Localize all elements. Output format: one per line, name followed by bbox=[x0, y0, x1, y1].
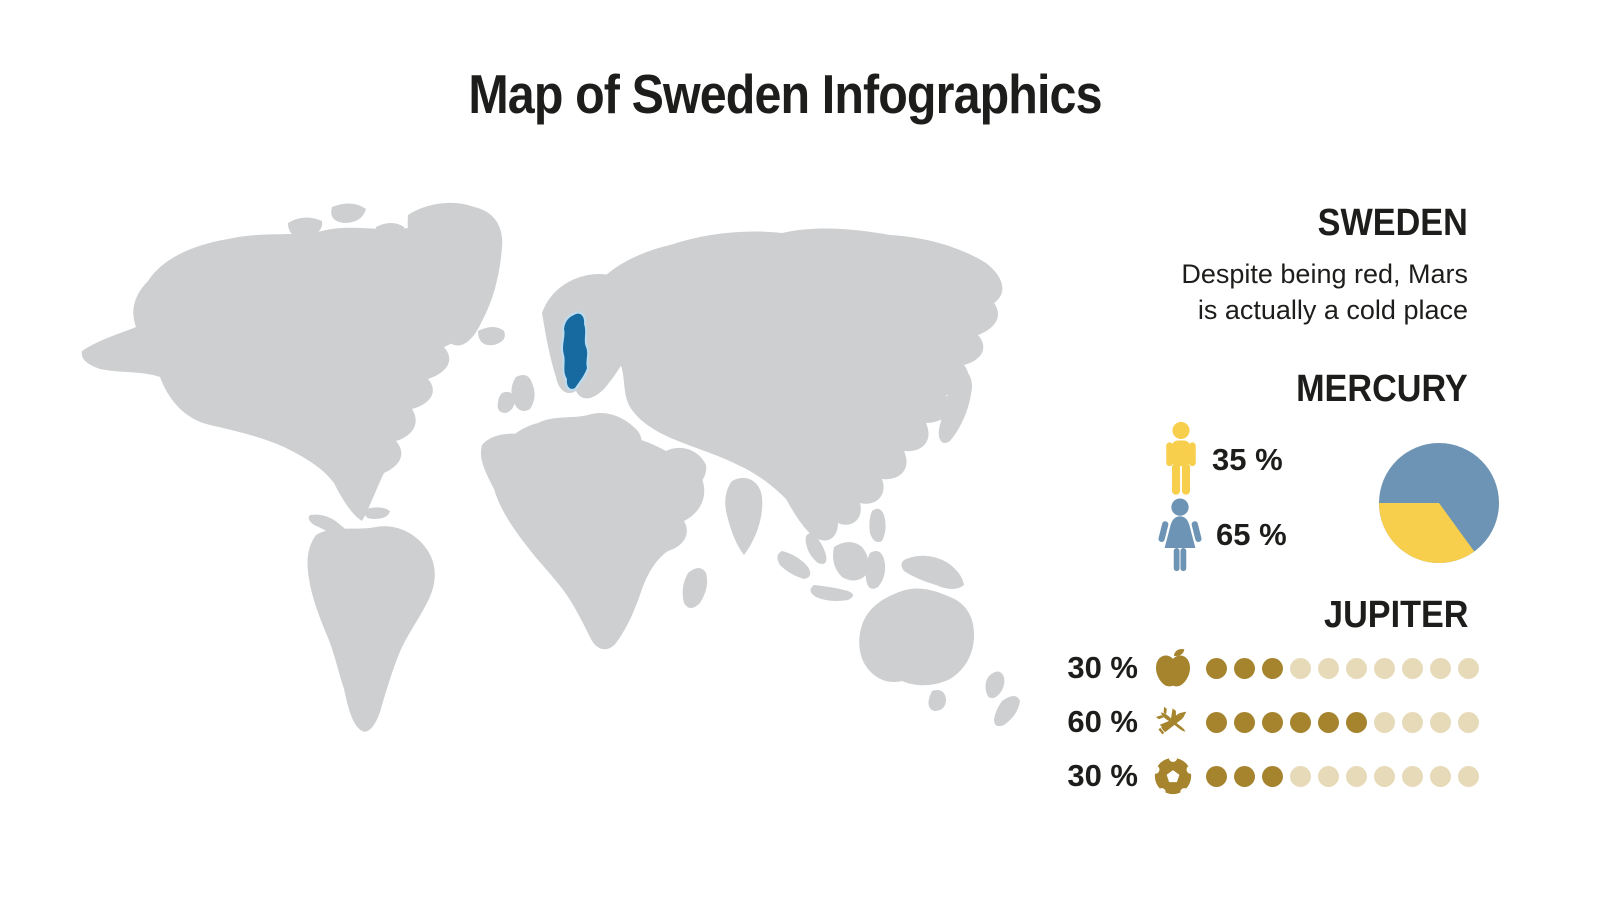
dot bbox=[1458, 711, 1479, 733]
dot bbox=[1262, 711, 1283, 733]
dot bbox=[1374, 711, 1395, 733]
sweden-description: Despite being red, Mars is actually a co… bbox=[1181, 256, 1468, 328]
male-percentage-label: 35 % bbox=[1212, 442, 1283, 477]
jupiter-row-football: 30 % bbox=[1066, 754, 1479, 798]
arctic-island bbox=[375, 223, 404, 241]
dot bbox=[1430, 765, 1451, 787]
continent-africa bbox=[480, 432, 705, 650]
new-zealand-south bbox=[994, 696, 1020, 727]
football-icon bbox=[1152, 756, 1194, 796]
dot-rating-apple bbox=[1206, 657, 1479, 679]
dot-rating-football bbox=[1206, 765, 1479, 787]
dot-rating-travel bbox=[1206, 711, 1479, 733]
sweden-heading: SWEDEN bbox=[1317, 202, 1468, 244]
jupiter-heading: JUPITER bbox=[1323, 594, 1468, 636]
dot bbox=[1234, 657, 1255, 679]
java bbox=[810, 585, 853, 601]
dot bbox=[1430, 711, 1451, 733]
tasmania bbox=[928, 690, 946, 711]
continent-north-america bbox=[81, 226, 484, 522]
page-title: Map of Sweden Infographics bbox=[468, 63, 1102, 125]
dot bbox=[1346, 765, 1367, 787]
female-person-icon bbox=[1157, 498, 1203, 573]
dot bbox=[1346, 657, 1367, 679]
dot bbox=[1458, 657, 1479, 679]
dot bbox=[1206, 765, 1227, 787]
great-britain bbox=[511, 375, 535, 411]
new-guinea bbox=[901, 555, 964, 589]
arctic-island bbox=[323, 234, 348, 249]
pie-slice-male bbox=[1379, 503, 1475, 563]
jupiter-row-percentage-label: 30 % bbox=[1067, 758, 1138, 793]
continent-south-america bbox=[307, 526, 435, 732]
dot bbox=[1262, 765, 1283, 787]
sweden-description-line1: Despite being red, Mars bbox=[1181, 259, 1468, 289]
plane-pencil-icon bbox=[1152, 701, 1194, 743]
jupiter-row-percentage-label: 60 % bbox=[1067, 704, 1138, 739]
dot bbox=[1402, 765, 1423, 787]
dot bbox=[1290, 765, 1311, 787]
iceland bbox=[478, 327, 505, 346]
dot bbox=[1318, 657, 1339, 679]
dot bbox=[1402, 657, 1423, 679]
new-zealand-north bbox=[985, 671, 1005, 699]
dot bbox=[1318, 711, 1339, 733]
world-map bbox=[81, 202, 1020, 732]
dot bbox=[1206, 711, 1227, 733]
male-person-icon bbox=[1162, 421, 1200, 496]
india bbox=[725, 477, 763, 555]
dot bbox=[1318, 765, 1339, 787]
mercury-heading: MERCURY bbox=[1296, 368, 1468, 410]
pie-chart bbox=[1379, 443, 1499, 563]
sweden-description-line2: is actually a cold place bbox=[1197, 295, 1468, 325]
dot bbox=[1234, 765, 1255, 787]
australia bbox=[859, 588, 974, 686]
dot bbox=[1346, 711, 1367, 733]
arabia bbox=[660, 447, 707, 496]
dot bbox=[1374, 765, 1395, 787]
japan bbox=[938, 370, 972, 444]
cuba bbox=[365, 507, 390, 519]
dot bbox=[1262, 657, 1283, 679]
borneo bbox=[833, 542, 869, 581]
arctic-island bbox=[288, 217, 323, 238]
jupiter-row-travel: 60 % bbox=[1066, 700, 1479, 744]
dot bbox=[1374, 657, 1395, 679]
dot bbox=[1402, 711, 1423, 733]
philippines bbox=[869, 508, 886, 542]
jupiter-row-apple: 30 % bbox=[1066, 646, 1479, 690]
continent-asia bbox=[590, 228, 1003, 541]
sulawesi bbox=[865, 551, 886, 589]
arctic-island bbox=[331, 203, 366, 223]
madagascar bbox=[682, 568, 708, 608]
dot bbox=[1206, 657, 1227, 679]
ireland bbox=[497, 391, 515, 413]
jupiter-row-percentage-label: 30 % bbox=[1067, 650, 1138, 685]
sweden-shape[interactable] bbox=[560, 311, 590, 392]
sumatra bbox=[777, 551, 811, 579]
female-percentage-label: 65 % bbox=[1216, 517, 1287, 552]
apple-icon bbox=[1152, 647, 1194, 689]
dot bbox=[1234, 711, 1255, 733]
dot bbox=[1290, 657, 1311, 679]
dot bbox=[1458, 765, 1479, 787]
dot bbox=[1290, 711, 1311, 733]
greenland bbox=[407, 202, 503, 346]
dot bbox=[1430, 657, 1451, 679]
malay-peninsula bbox=[805, 533, 827, 564]
